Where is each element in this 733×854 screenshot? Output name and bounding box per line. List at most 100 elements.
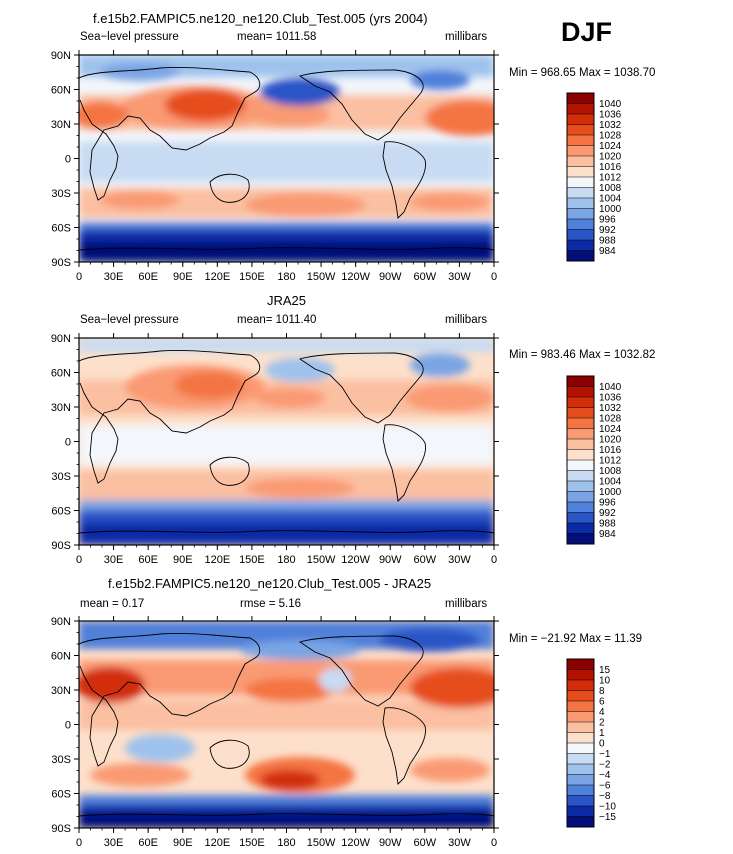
panel-2-left-label: Sea−level pressure [80, 314, 179, 326]
colorbar-2-swatch [567, 460, 594, 471]
colorbar-3-label: 15 [599, 665, 611, 676]
colorbar-1-label: 1000 [599, 204, 622, 215]
colorbar-2-label: 984 [599, 529, 616, 540]
panel-2-mean: mean= 1011.40 [237, 314, 317, 326]
colorbar-1-label: 992 [599, 225, 616, 236]
panel-2-title: JRA25 [267, 293, 307, 308]
lon-label: 60E [138, 837, 158, 849]
colorbar-1-label: 1036 [599, 110, 622, 121]
colorbar-2-swatch [567, 397, 594, 408]
colorbar-1-label: 1040 [599, 99, 622, 110]
lon-label: 150E [239, 271, 265, 283]
colorbar-1-label: 1032 [599, 120, 622, 131]
colorbar-1-label: 1024 [599, 141, 622, 152]
lat-label: 30N [51, 402, 71, 414]
lat-label: 90N [51, 333, 71, 345]
panel-1-minmax: Min = 968.65 Max = 1038.70 [509, 67, 656, 79]
lon-label: 150E [239, 554, 265, 566]
colorbar-2-swatch [567, 376, 594, 387]
panel-3-title: f.e15b2.FAMPIC5.ne120_ne120.Club_Test.00… [108, 576, 432, 591]
colorbar-3-label: 1 [599, 728, 605, 739]
lat-label: 0 [65, 154, 71, 166]
lat-label: 30S [51, 471, 71, 483]
colorbar-2-swatch [567, 481, 594, 492]
colorbar-3-swatch [567, 774, 594, 786]
lat-label: 90N [51, 616, 71, 628]
colorbar-2-swatch [567, 386, 594, 398]
colorbar-1-swatch [567, 135, 594, 146]
colorbar-1-swatch [567, 250, 594, 262]
colorbar-3-label: −8 [599, 791, 611, 802]
colorbar-3-swatch [567, 753, 594, 765]
colorbar-1-swatch [567, 166, 594, 178]
lat-label: 60N [51, 85, 71, 97]
lon-label: 0 [76, 837, 82, 849]
lat-label: 30N [51, 685, 71, 697]
colorbar-2-label: 1032 [599, 403, 622, 414]
lat-label: 30N [51, 119, 71, 131]
lat-label: 60S [51, 506, 71, 518]
panel-3-left-label: mean = 0.17 [80, 598, 145, 610]
lon-label: 120E [204, 271, 230, 283]
panel-1-units: millibars [445, 31, 488, 43]
colorbar-1-swatch [567, 208, 594, 220]
colorbar-1-label: 1016 [599, 162, 622, 173]
colorbar-3-swatch [567, 764, 594, 775]
colorbar-2-swatch [567, 418, 594, 429]
colorbar-3-swatch [567, 732, 594, 744]
colorbar-2-swatch [567, 439, 594, 450]
colorbar-3-swatch [567, 806, 594, 817]
lat-label: 0 [65, 437, 71, 449]
lon-label: 60E [138, 271, 158, 283]
colorbar-3-swatch [567, 743, 594, 754]
lat-label: 30S [51, 188, 71, 200]
lon-label: 120W [341, 554, 370, 566]
panel-2-minmax: Min = 983.46 Max = 1032.82 [509, 349, 656, 361]
panel-1-map [79, 55, 494, 262]
lat-label: 90N [51, 50, 71, 62]
panel-3-minmax: Min = −21.92 Max = 11.39 [509, 633, 643, 645]
lat-label: 90S [51, 257, 71, 269]
colorbar-2-label: 1036 [599, 393, 622, 404]
colorbar-2-label: 992 [599, 508, 616, 519]
colorbar-2-label: 1040 [599, 382, 622, 393]
lon-label: 90E [173, 271, 193, 283]
lon-label: 90E [173, 554, 193, 566]
lat-label: 30S [51, 754, 71, 766]
colorbar-1-swatch [567, 229, 594, 241]
colorbar-2-swatch [567, 407, 594, 419]
lon-label: 30W [448, 271, 471, 283]
colorbar-3-swatch [567, 785, 594, 796]
lon-label: 180 [277, 271, 295, 283]
colorbar-3-label: −2 [599, 760, 611, 771]
colorbar-3-label: −10 [599, 802, 616, 813]
colorbar-1-label: 1012 [599, 173, 622, 184]
lon-label: 90W [379, 271, 402, 283]
lat-label: 0 [65, 720, 71, 732]
colorbar-3-label: −6 [599, 781, 611, 792]
lon-label: 180 [277, 837, 295, 849]
colorbar-1-label: 1008 [599, 183, 622, 194]
colorbar-3-label: 8 [599, 686, 605, 697]
lon-label: 60W [414, 271, 437, 283]
lon-label: 30E [104, 837, 124, 849]
lon-label: 150E [239, 837, 265, 849]
panel-2-units: millibars [445, 314, 488, 326]
colorbar-3-swatch [567, 690, 594, 702]
lon-label: 60W [414, 837, 437, 849]
colorbar-1-label: 984 [599, 246, 616, 257]
colorbar-2-swatch [567, 428, 594, 440]
panel-3-rmse: rmse = 5.16 [240, 598, 302, 610]
colorbar-2-swatch [567, 523, 594, 534]
colorbar-2-label: 1020 [599, 435, 622, 446]
colorbar-1-label: 996 [599, 215, 616, 226]
colorbar-1-swatch [567, 93, 594, 104]
colorbar-2-swatch [567, 533, 594, 545]
colorbar-2-swatch [567, 512, 594, 524]
lon-label: 60W [414, 554, 437, 566]
colorbar-2-label: 1016 [599, 445, 622, 456]
panel-1-title: f.e15b2.FAMPIC5.ne120_ne120.Club_Test.00… [93, 11, 428, 26]
lat-label: 60S [51, 223, 71, 235]
lon-label: 120W [341, 271, 370, 283]
